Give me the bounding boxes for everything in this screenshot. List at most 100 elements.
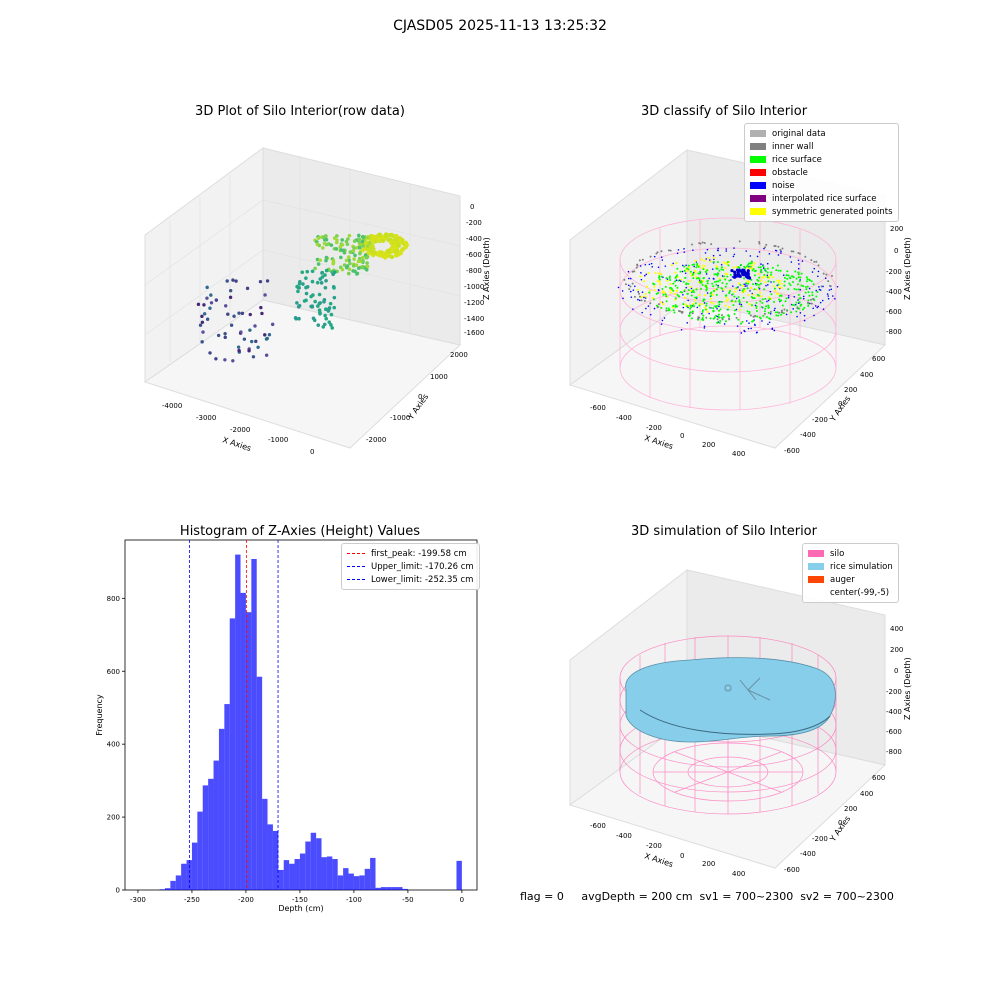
raw-ztick-3: -600: [466, 251, 482, 259]
classify-symmetric-point: [669, 289, 672, 292]
raw-point: [365, 261, 369, 265]
classify-noise-point: [733, 247, 735, 249]
classify-rice-point: [751, 269, 754, 272]
classify-rice-point: [687, 282, 690, 285]
raw-point: [360, 265, 365, 270]
classify-rice-point: [784, 300, 787, 303]
histogram-bar: [267, 824, 273, 890]
raw-ytick-0: 2000: [450, 351, 468, 359]
classify-rice-point: [717, 286, 720, 289]
classify-rice-point: [743, 277, 746, 280]
classify-rice-point: [720, 287, 723, 290]
histogram-bar: [380, 887, 387, 890]
simulation-xtick-1: -400: [616, 832, 632, 840]
classify-rice-point: [674, 305, 677, 308]
classify-rice-point: [771, 266, 774, 269]
classify-symmetric-point: [703, 265, 706, 268]
rice-surface-simulation: [625, 657, 836, 743]
classify-rice-point: [806, 278, 809, 281]
classify-zlabel: Z Axies (Depth): [903, 237, 912, 300]
simulation-ztick-3: -200: [886, 688, 902, 696]
classify-wall-point: [631, 282, 634, 285]
classify-rice-point: [702, 276, 705, 279]
classify-symmetric-point: [702, 280, 705, 283]
classify-rice-point: [781, 304, 784, 307]
classify-symmetric-point: [653, 285, 656, 288]
classify-noise-point: [703, 327, 706, 329]
histogram-xlabel: Depth (cm): [278, 904, 323, 913]
classify-rice-point: [757, 283, 760, 286]
classify-rice-point: [764, 297, 767, 300]
classify-rice-point: [790, 311, 793, 314]
classify-rice-point: [709, 317, 712, 320]
classify-rice-point: [671, 288, 674, 291]
classify-symmetric-point: [694, 299, 697, 302]
classify-rice-point: [804, 291, 807, 294]
classify-wall-point: [643, 299, 646, 302]
classify-rice-point: [717, 301, 720, 304]
classify-wall-point: [628, 288, 631, 291]
classify-noise-point: [787, 295, 790, 297]
classify-rice-point: [704, 308, 707, 311]
raw-point: [353, 253, 357, 258]
classify-wall-point: [781, 247, 784, 250]
legend-label: interpolated rice surface: [772, 193, 877, 204]
classify-noise-point: [746, 285, 748, 287]
classify-rice-point: [767, 280, 770, 283]
classify-rice-point: [669, 279, 672, 282]
raw-point: [316, 262, 321, 266]
classify-rice-point: [772, 300, 775, 303]
classify-symmetric-point: [675, 262, 678, 265]
classify-symmetric-point: [750, 267, 754, 270]
classify-noise-point: [685, 286, 687, 289]
legend-swatch: [750, 156, 766, 163]
classify-wall-point: [660, 250, 663, 253]
classify-rice-point: [755, 305, 758, 308]
classify-symmetric-point: [724, 304, 727, 307]
raw-point: [254, 339, 258, 344]
raw-point: [371, 235, 376, 241]
classify-noise-point: [767, 323, 769, 325]
classify-x-ticks: -600 -400 -200 0 200 400: [590, 404, 745, 458]
classify-rice-point: [716, 267, 719, 270]
classify-rice-point: [702, 268, 705, 271]
raw-point: [332, 286, 336, 290]
legend-swatch: [750, 182, 766, 189]
classify-wall-point: [657, 303, 660, 306]
histogram-y-ticks: 0 200 400 600 800: [107, 595, 125, 895]
raw-point: [205, 317, 210, 321]
classify-symmetric-point: [700, 302, 704, 306]
classify-rice-point: [757, 266, 760, 269]
classify-rice-point: [789, 284, 792, 287]
simulation-zlabel: Z Axies (Depth): [903, 657, 912, 720]
raw-point: [208, 351, 212, 355]
classify-noise-point: [766, 262, 769, 265]
classify-ytick-1: 400: [860, 371, 873, 379]
classify-rice-point: [759, 282, 762, 285]
classify-noise-point: [723, 323, 726, 325]
classify-rice-point: [672, 304, 675, 307]
classify-rice-point: [785, 274, 788, 277]
classify-wall-point: [786, 309, 789, 312]
classify-noise-point: [644, 263, 647, 266]
classify-rice-point: [690, 294, 693, 297]
classify-wall-point: [792, 250, 795, 253]
raw-point: [240, 311, 245, 316]
classify-symmetric-point: [669, 282, 672, 286]
classify-rice-point: [713, 289, 716, 292]
classify-noise-point: [808, 302, 811, 305]
classify-rice-point: [718, 309, 721, 312]
classify-rice-point: [685, 267, 688, 270]
raw-point: [364, 255, 369, 260]
classify-noise-point: [705, 258, 708, 260]
classify-noise-point: [682, 306, 685, 309]
raw-point: [339, 255, 343, 260]
raw-point: [371, 250, 377, 255]
raw-point: [304, 291, 309, 296]
classify-rice-point: [780, 313, 783, 316]
classify-rice-point: [765, 316, 768, 319]
classify-symmetric-point: [725, 300, 728, 303]
legend-swatch: [808, 550, 824, 557]
classify-rice-point: [790, 275, 793, 278]
classify-symmetric-point: [648, 289, 651, 292]
